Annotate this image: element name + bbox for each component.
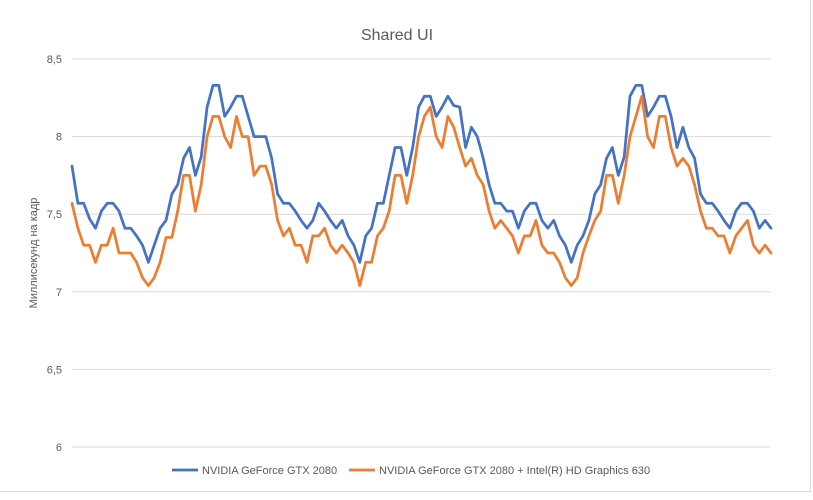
legend: NVIDIA GeForce GTX 2080 NVIDIA GeForce GT… — [172, 465, 650, 477]
y-tick-label: 8,5 — [47, 54, 62, 66]
gridlines — [72, 58, 771, 448]
series-line-1 — [70, 84, 773, 264]
y-axis-label: Миллисекунд на кадр — [28, 198, 40, 309]
y-tick-label: 7 — [56, 287, 62, 299]
chart-title: Shared UI — [361, 27, 433, 44]
y-tick-label: 7,5 — [47, 209, 62, 221]
series-lines — [70, 84, 773, 287]
y-tick-label: 6,5 — [47, 364, 62, 376]
legend-label-1: NVIDIA GeForce GTX 2080 — [202, 465, 337, 477]
series-line-2 — [70, 94, 773, 287]
legend-label-2: NVIDIA GeForce GTX 2080 + Intel(R) HD Gr… — [379, 465, 650, 477]
y-axis-ticks: 6 6,5 7 7,5 8 8,5 — [47, 54, 62, 454]
y-tick-label: 6 — [56, 442, 62, 454]
y-tick-label: 8 — [56, 132, 62, 144]
